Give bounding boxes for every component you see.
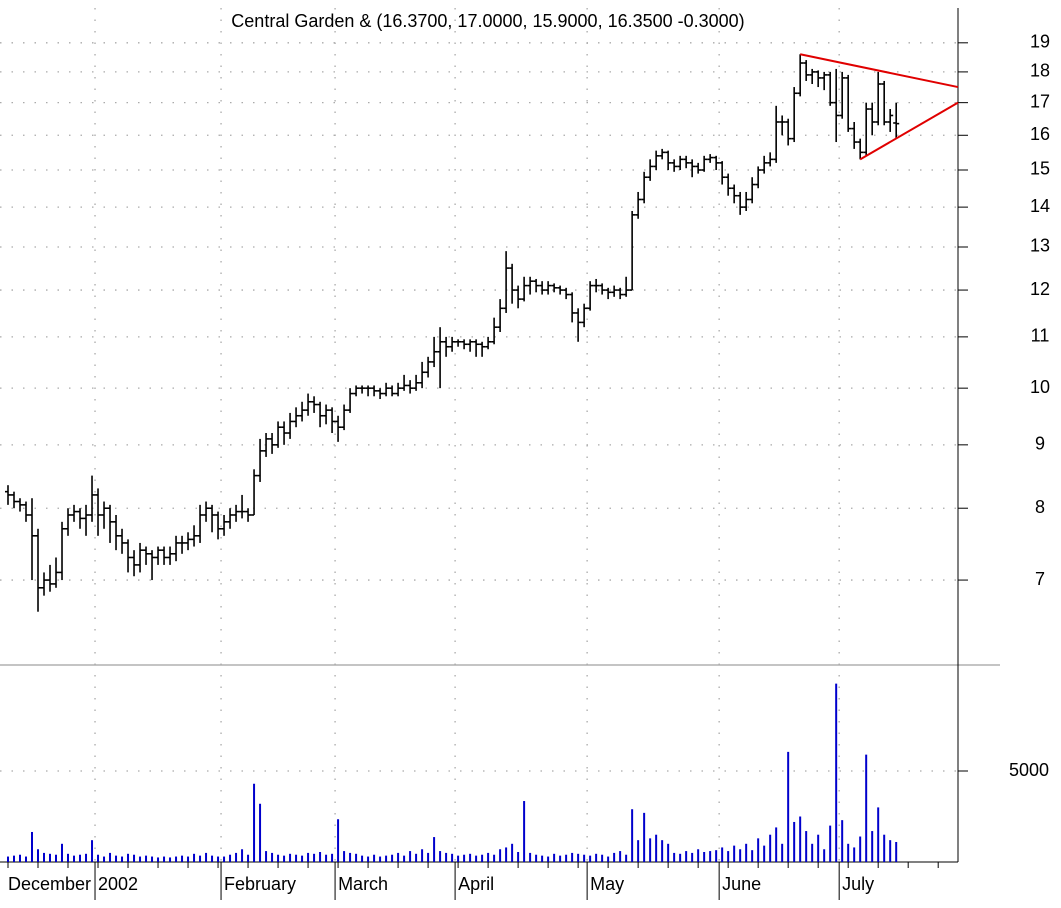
y-tick-label: 16 [1030,124,1050,144]
x-tick-label: 2002 [98,874,138,894]
trend-line [859,101,959,161]
y-tick-label: 14 [1030,196,1050,216]
x-tick-label: February [224,874,296,894]
trend-line [799,53,959,89]
y-tick-label: 18 [1030,61,1050,81]
y-tick-label: 19 [1030,32,1050,52]
y-tick-label: 11 [1031,326,1050,346]
x-tick-label: July [842,874,874,894]
y-tick-label: 7 [1035,569,1045,589]
y-tick-label: 17 [1030,91,1050,111]
y-tick-label: 13 [1030,236,1050,256]
x-tick-label: April [458,874,494,894]
y-tick-label: 5000 [1009,760,1049,780]
chart-title: Central Garden & (16.3700, 17.0000, 15.9… [231,11,744,31]
y-tick-label: 15 [1030,159,1050,179]
x-tick-label: December [8,874,91,894]
x-tick-label: May [590,874,624,894]
x-tick-label: March [338,874,388,894]
x-tick-label: June [722,874,761,894]
y-tick-label: 10 [1030,377,1050,397]
y-tick-label: 12 [1030,279,1050,299]
y-tick-label: 9 [1035,434,1045,454]
y-tick-label: 8 [1035,497,1045,517]
